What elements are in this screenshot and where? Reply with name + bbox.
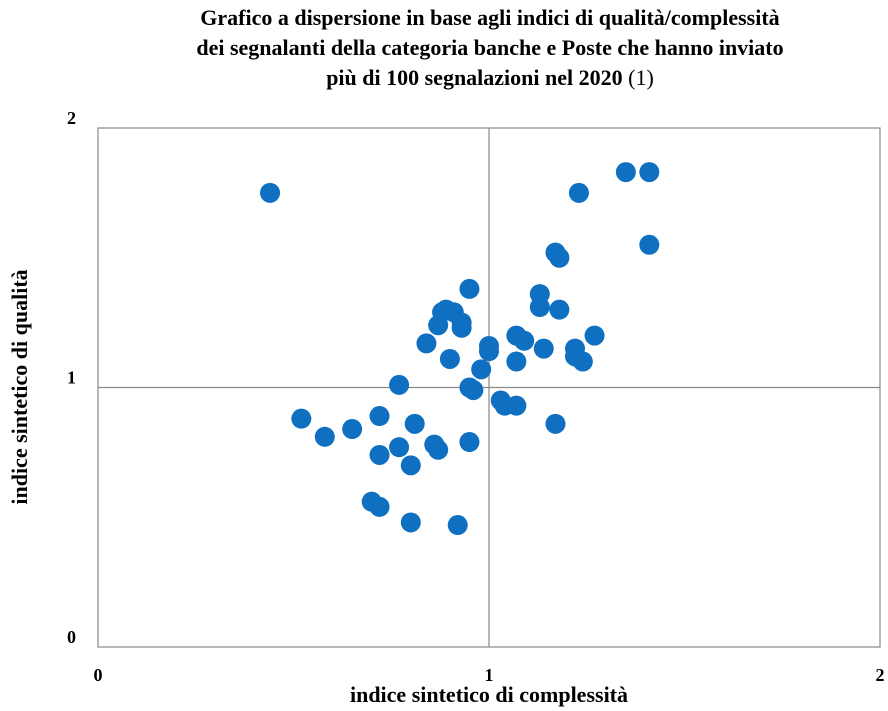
- point: [572, 351, 593, 372]
- point: [439, 348, 460, 369]
- point: [389, 437, 410, 458]
- point: [479, 335, 499, 356]
- x-tick-label: 0: [94, 665, 103, 685]
- point: [639, 162, 660, 183]
- y-tick-label: 2: [67, 108, 76, 128]
- point: [447, 515, 468, 536]
- point: [314, 426, 335, 447]
- point: [506, 395, 527, 416]
- point: [463, 380, 484, 401]
- point: [291, 408, 312, 429]
- point: [369, 406, 390, 427]
- point: [529, 284, 550, 305]
- chart-title: più di 100 segnalazioni nel 2020 (1): [326, 65, 654, 90]
- point: [389, 374, 410, 395]
- chart-title: più di 100 segnalazioni nel 2020: [326, 65, 622, 90]
- point: [514, 330, 535, 351]
- chart-title: Grafico a dispersione in base agli indic…: [200, 5, 779, 30]
- y-tick-label: 0: [67, 627, 76, 647]
- point: [615, 162, 636, 183]
- y-tick-label: 1: [67, 368, 76, 388]
- point: [416, 333, 437, 354]
- point: [533, 338, 554, 359]
- point: [568, 182, 589, 203]
- point: [639, 234, 660, 255]
- point: [584, 325, 605, 346]
- point: [471, 359, 492, 380]
- x-axis-label: indice sintetico di complessità: [350, 682, 628, 707]
- chart-title: dei segnalanti della categoria banche e …: [196, 35, 783, 60]
- point: [451, 317, 472, 338]
- point: [428, 439, 449, 460]
- point: [400, 455, 421, 476]
- point: [459, 431, 480, 452]
- point: [342, 419, 363, 440]
- title-note: (1): [628, 65, 654, 90]
- point: [361, 491, 382, 512]
- point: [549, 299, 570, 320]
- point: [260, 182, 281, 203]
- point: [404, 413, 425, 434]
- point: [459, 278, 480, 299]
- y-axis-label: indice sintetico di qualità: [7, 269, 32, 504]
- x-tick-label: 2: [876, 665, 885, 685]
- point: [545, 413, 566, 434]
- point: [400, 512, 421, 533]
- point: [369, 444, 390, 465]
- x-tick-label: 1: [485, 665, 494, 685]
- point: [549, 247, 570, 268]
- point: [506, 351, 527, 372]
